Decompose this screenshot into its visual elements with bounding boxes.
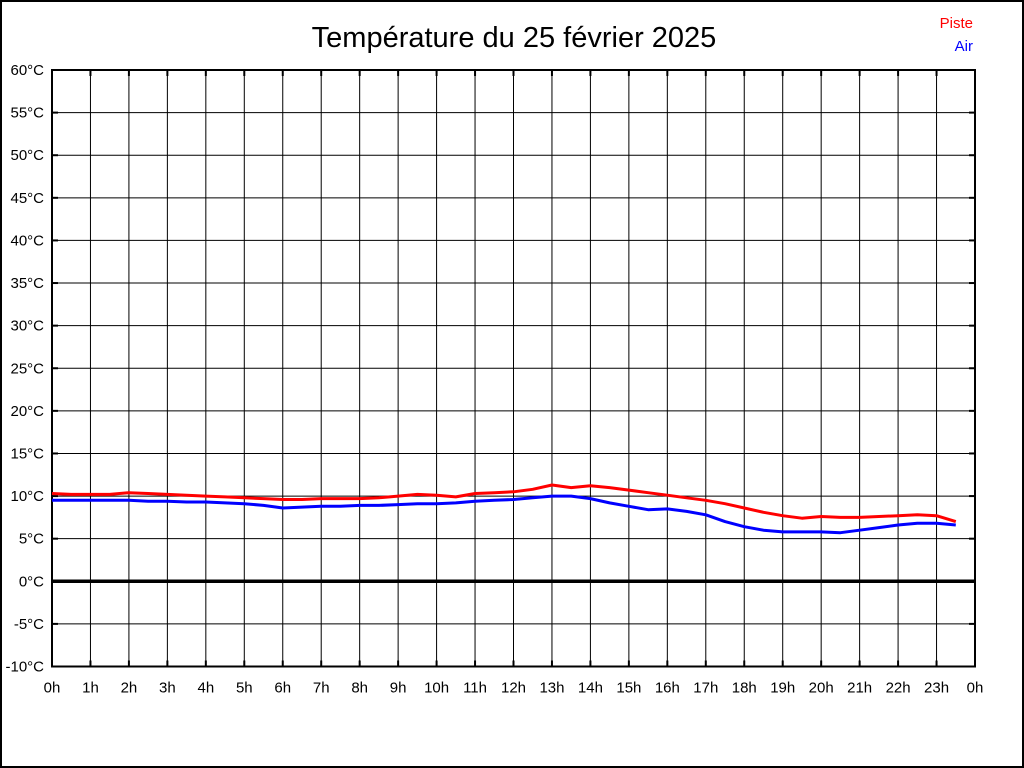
plot-border: [51, 69, 976, 668]
y-axis-label: 5°C: [19, 531, 44, 548]
y-axis-label: -10°C: [5, 659, 44, 676]
legend-item-piste: Piste: [939, 15, 973, 32]
x-axis-label: 7h: [313, 680, 330, 697]
x-axis-label: 14h: [578, 680, 603, 697]
y-axis-label: 55°C: [10, 105, 44, 122]
y-axis-label: 30°C: [10, 318, 44, 335]
y-axis-label: -5°C: [14, 616, 44, 633]
y-axis-label: 10°C: [10, 488, 44, 505]
x-axis-label: 21h: [847, 680, 872, 697]
y-axis-label: 50°C: [10, 147, 44, 164]
x-axis-label: 5h: [236, 680, 253, 697]
y-axis-label: 45°C: [10, 190, 44, 207]
x-axis-label: 9h: [390, 680, 407, 697]
x-axis-label: 22h: [886, 680, 911, 697]
x-axis-label: 13h: [539, 680, 564, 697]
chart-title: Température du 25 février 2025: [311, 22, 717, 54]
x-axis-label: 23h: [924, 680, 949, 697]
x-axis-label: 17h: [693, 680, 718, 697]
x-axis-label: 2h: [121, 680, 138, 697]
series-line-piste: [51, 483, 957, 524]
x-axis-label: 10h: [424, 680, 449, 697]
x-axis-label: 20h: [809, 680, 834, 697]
x-axis-label: 19h: [770, 680, 795, 697]
x-axis-label: 16h: [655, 680, 680, 697]
x-axis-label: 18h: [732, 680, 757, 697]
series-line-air: [52, 494, 956, 535]
x-axis-label: 0h: [44, 680, 61, 697]
y-axis-label: 40°C: [10, 232, 44, 249]
legend-item-air: Air: [954, 38, 973, 55]
x-axis-label: 1h: [82, 680, 99, 697]
y-axis-label: 25°C: [10, 360, 44, 377]
x-axis-label: 4h: [197, 680, 214, 697]
x-axis-label: 11h: [463, 680, 487, 697]
x-axis-label: 8h: [351, 680, 368, 697]
y-axis-label: 20°C: [10, 403, 44, 420]
y-axis-label: 15°C: [10, 445, 44, 462]
y-axis-label: 60°C: [10, 62, 44, 79]
x-axis-label: 3h: [159, 680, 176, 697]
x-axis-label: 0h: [967, 680, 984, 697]
x-axis-label: 15h: [616, 680, 641, 697]
y-axis-label: 0°C: [19, 573, 44, 590]
chart-legend: Piste Air: [940, 12, 973, 58]
x-axis-label: 12h: [501, 680, 526, 697]
y-axis-label: 35°C: [10, 275, 44, 292]
x-axis-label: 6h: [274, 680, 291, 697]
